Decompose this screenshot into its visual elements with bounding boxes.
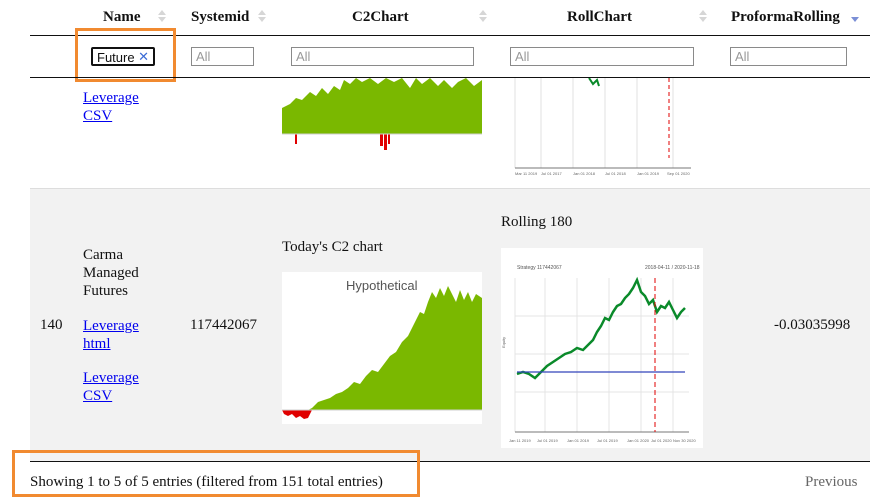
c2-chart-label: Hypothetical bbox=[346, 278, 418, 293]
roll-tick-label: Sep 01 2020 bbox=[667, 171, 690, 176]
sort-icon[interactable] bbox=[699, 10, 707, 26]
proforma-filter-input[interactable]: All bbox=[730, 47, 847, 66]
roll-tick-label: Jul 01 2019 bbox=[597, 438, 618, 443]
leverage-csv-link[interactable]: Leverage CSV bbox=[83, 90, 139, 124]
col-header-name[interactable]: Name bbox=[103, 9, 141, 25]
proforma-rolling-value: -0.03035998 bbox=[774, 317, 851, 333]
roll-tick-label: Jan 01 2019 bbox=[637, 171, 660, 176]
sort-desc-icon[interactable] bbox=[851, 10, 859, 26]
col-header-rollchart[interactable]: RollChart bbox=[567, 9, 632, 25]
rollchart-filter-input[interactable]: All bbox=[510, 47, 694, 66]
roll-tick-label: Jan 11 2019 bbox=[509, 438, 531, 443]
leverage-csv-link[interactable]: Leverage CSV bbox=[83, 370, 139, 404]
roll-chart-title: Rolling 180 bbox=[501, 214, 573, 230]
leverage-html-link[interactable]: Leverage html bbox=[83, 318, 139, 352]
name-filter-input[interactable]: Future ✕ bbox=[91, 47, 155, 66]
roll-tick-label: Jul 01 2018 bbox=[605, 171, 626, 176]
systemid-filter-input[interactable]: All bbox=[191, 47, 254, 66]
sort-icon[interactable] bbox=[258, 10, 266, 26]
system-id: 117442067 bbox=[190, 317, 257, 333]
c2chart-filter-input[interactable]: All bbox=[291, 47, 474, 66]
c2-chart-image-partial bbox=[282, 78, 482, 150]
col-header-proformarolling[interactable]: ProformaRolling bbox=[731, 9, 840, 25]
roll-chart-header-left: Strategy 117442067 bbox=[517, 265, 562, 271]
col-header-systemid[interactable]: Systemid bbox=[191, 9, 250, 25]
roll-tick-label: Nov 30 2020 bbox=[673, 438, 696, 443]
roll-tick-label: Jan 01 2018 bbox=[573, 171, 596, 176]
table-info-highlight bbox=[12, 450, 420, 497]
roll-tick-label: Jul 01 2020 bbox=[651, 438, 672, 443]
roll-chart-header-right: 2018-04-11 / 2020-11-18 bbox=[645, 265, 700, 271]
name-filter-highlight bbox=[75, 28, 176, 82]
table-bottom-border bbox=[30, 461, 870, 462]
c2-chart-image[interactable]: Hypothetical bbox=[282, 272, 482, 424]
table-info: Showing 1 to 5 of 5 entries (filtered fr… bbox=[30, 474, 383, 490]
sort-icon[interactable] bbox=[158, 10, 166, 26]
roll-tick-label: Mar 11 2019 bbox=[515, 171, 538, 176]
roll-tick-label: Jul 01 2017 bbox=[541, 171, 562, 176]
header-divider bbox=[30, 35, 870, 36]
roll-y-axis-label: Equity bbox=[501, 337, 506, 348]
row-index: 140 bbox=[40, 317, 63, 333]
roll-tick-label: Jan 01 2020 bbox=[627, 438, 650, 443]
filter-value: Future bbox=[97, 50, 135, 65]
clear-icon[interactable]: ✕ bbox=[138, 49, 149, 64]
roll-tick-label: Jul 01 2019 bbox=[537, 438, 558, 443]
previous-button[interactable]: Previous bbox=[805, 474, 858, 490]
strategy-name: Carma Managed Futures bbox=[83, 247, 139, 299]
row-divider bbox=[30, 188, 870, 189]
sort-icon[interactable] bbox=[479, 10, 487, 26]
col-header-c2chart[interactable]: C2Chart bbox=[352, 9, 409, 25]
roll-chart-image[interactable]: Strategy 117442067 2018-04-11 / 2020-11-… bbox=[501, 248, 703, 448]
roll-tick-label: Jan 01 2019 bbox=[567, 438, 590, 443]
filter-divider bbox=[30, 77, 870, 78]
roll-chart-image-partial: Mar 11 2019 Jul 01 2017 Jan 01 2018 Jul … bbox=[501, 78, 703, 178]
c2-chart-title: Today's C2 chart bbox=[282, 239, 383, 255]
